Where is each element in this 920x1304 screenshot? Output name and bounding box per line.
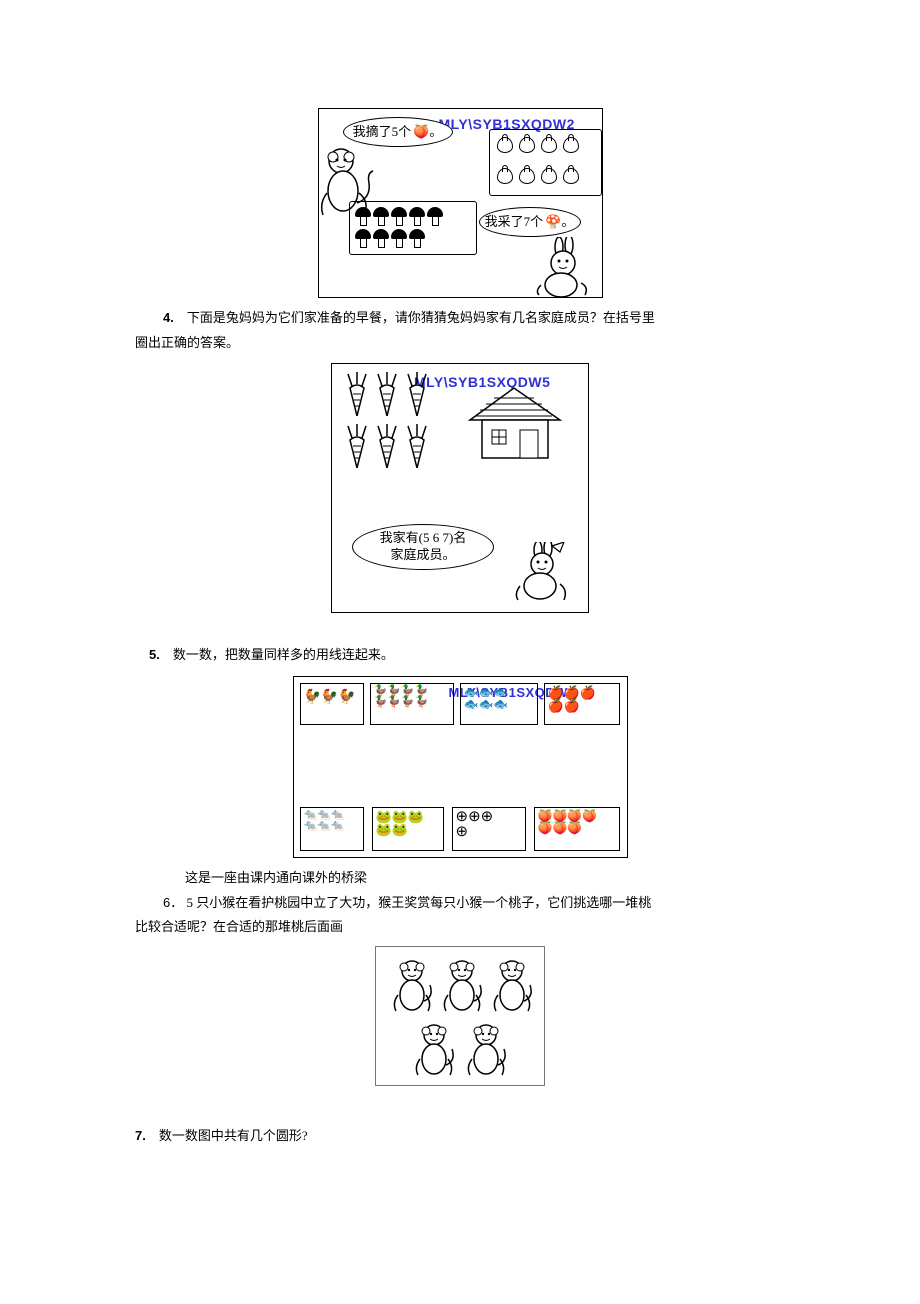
question-7: 7. 数一数图中共有几个圆形?: [135, 1124, 785, 1149]
question-5: 5. 数一数，把数量同样多的用线连起来。: [135, 643, 785, 668]
house-icon: [462, 382, 567, 462]
question-4-line1: 4. 下面是兔妈妈为它们家准备的早餐，请你猜猜兔妈妈家有几名家庭成员？在括号里: [135, 306, 785, 331]
monkey-small-icon: [464, 1021, 508, 1077]
match-bottom-3: ⊕⊕⊕⊕: [452, 807, 526, 851]
question-6-line2: 比较合适呢？在合适的那堆桃后面画: [135, 915, 785, 940]
bridge-text: 这是一座由课内通向课外的桥梁: [185, 870, 367, 885]
question-number: 5.: [149, 643, 160, 668]
bubble-line2: 家庭成员。: [390, 547, 455, 564]
question-text: 比较合适呢？在合适的那堆桃后面画: [135, 919, 343, 934]
question-text: 下面是兔妈妈为它们家准备的早餐，请你猜猜兔妈妈家有几名家庭成员？在括号里: [187, 310, 655, 325]
rabbit-icon: [531, 237, 593, 297]
question-number: 7.: [135, 1124, 146, 1149]
match-top-1: 🐓🐓🐓: [300, 683, 364, 725]
question-text: 5 只小猴在看护桃园中立了大功，猴王奖赏每只小猴一个桃子，它们挑选哪一堆桃: [186, 895, 651, 910]
bubble-text: 我采了7个: [485, 214, 544, 231]
match-top-2: 🦆🦆🦆🦆🦆🦆🦆🦆: [370, 683, 454, 725]
match-top-3: 🐟🐟🐟🐟🐟🐟: [460, 683, 538, 725]
monkey-small-icon: [490, 957, 534, 1013]
bridge-statement: 这是一座由课内通向课外的桥梁: [185, 866, 785, 891]
mushroom-box: [349, 201, 477, 255]
speech-bubble-rabbit-mom: 我家有(5 6 7)名 家庭成员。: [352, 524, 494, 570]
question-text: 数一数图中共有几个圆形?: [159, 1128, 308, 1143]
figure-q5-matching: MLY\SYB1SXQDW4 🐓🐓🐓 🦆🦆🦆🦆🦆🦆🦆🦆 🐟🐟🐟🐟🐟🐟 🍎🍎🍎🍎🍎…: [293, 676, 628, 858]
question-number: 4.: [163, 306, 174, 331]
monkey-small-icon: [390, 957, 434, 1013]
monkey-small-icon: [440, 957, 484, 1013]
rabbit-mom-icon: [512, 542, 574, 602]
question-6-line1: 6． 5 只小猴在看护桃园中立了大功，猴王奖赏每只小猴一个桃子，它们挑选哪一堆桃: [163, 891, 785, 916]
question-number: 6．: [163, 891, 183, 916]
match-bottom-1: 🐀🐀🐀🐀🐀🐀: [300, 807, 364, 851]
match-bottom-4: 🍑🍑🍑🍑🍑🍑🍑: [534, 807, 620, 851]
bubble-line1: 我家有(5 6 7)名: [380, 530, 467, 547]
speech-bubble-rabbit: 我采了7个 🍄。: [479, 207, 581, 237]
peach-box: [489, 129, 602, 196]
question-text: 圈出正确的答案。: [135, 335, 239, 350]
question-4-line2: 圈出正确的答案。: [135, 331, 785, 356]
bubble-text: 我摘了5个: [353, 124, 412, 141]
figure-q4-house: MLY\SYB1SXQDW5 我家有(5 6 7)名 家庭成员。: [331, 363, 589, 613]
match-top-4: 🍎🍎🍎🍎🍎: [544, 683, 620, 725]
monkey-small-icon: [412, 1021, 456, 1077]
figure-q6-monkeys: [375, 946, 545, 1086]
document-page: MLY\SYB1SXQDW2 我摘了5个 🍑。: [0, 0, 920, 1304]
question-text: 数一数，把数量同样多的用线连起来。: [173, 647, 394, 662]
figure-q3-monkey-rabbit: MLY\SYB1SXQDW2 我摘了5个 🍑。: [318, 108, 603, 298]
match-bottom-2: 🐸🐸🐸🐸🐸: [372, 807, 444, 851]
